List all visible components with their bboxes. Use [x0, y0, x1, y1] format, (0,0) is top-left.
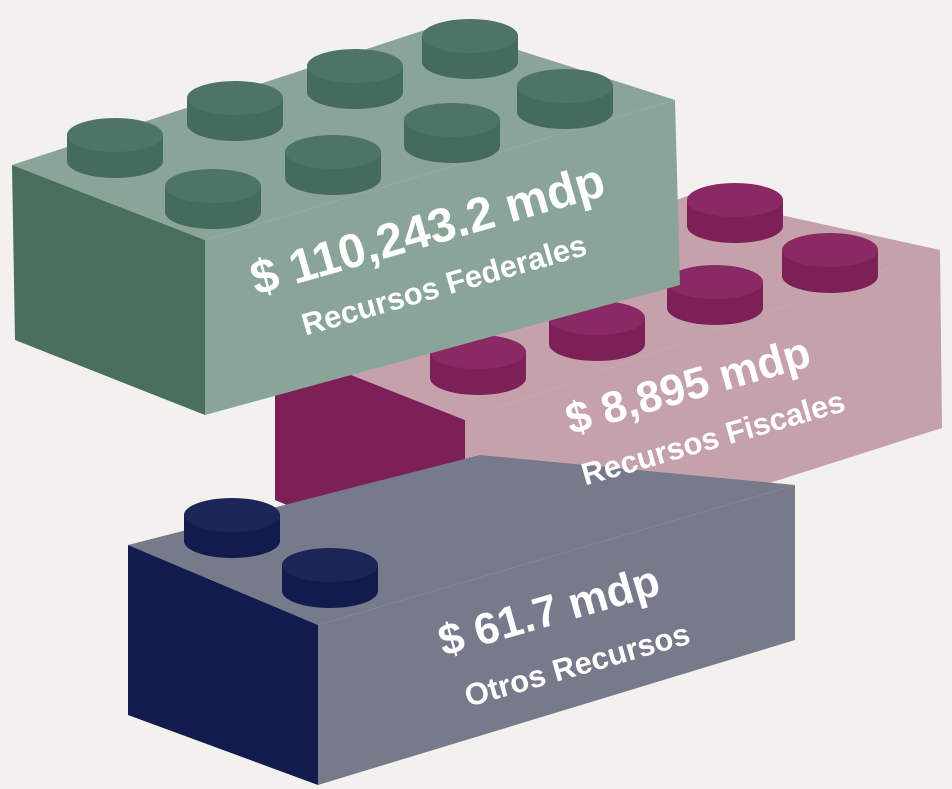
stud-top	[307, 49, 403, 83]
stud-top	[67, 118, 163, 152]
stud-top	[782, 233, 878, 267]
stud-top	[187, 81, 283, 115]
stud	[422, 19, 518, 79]
stud-top	[517, 69, 613, 103]
stud-top	[165, 169, 261, 203]
stud	[282, 548, 378, 608]
stud-top	[687, 183, 783, 217]
stud	[187, 81, 283, 141]
stud-top	[422, 19, 518, 53]
brick-left-face	[12, 165, 205, 415]
stud-top	[667, 265, 763, 299]
brick-left-face	[128, 545, 318, 785]
studs	[184, 498, 378, 608]
stud	[517, 69, 613, 129]
stud-top	[184, 498, 280, 532]
stud-top	[404, 103, 500, 137]
stud	[687, 183, 783, 243]
stud-top	[282, 548, 378, 582]
stud	[285, 135, 381, 195]
stud	[165, 169, 261, 229]
stud	[307, 49, 403, 109]
stud	[667, 265, 763, 325]
brick-right-face	[318, 485, 795, 785]
stud-top	[285, 135, 381, 169]
studs	[67, 19, 613, 229]
stud	[67, 118, 163, 178]
stud	[404, 103, 500, 163]
stud	[782, 233, 878, 293]
stud	[184, 498, 280, 558]
brick-right-face	[205, 100, 680, 415]
